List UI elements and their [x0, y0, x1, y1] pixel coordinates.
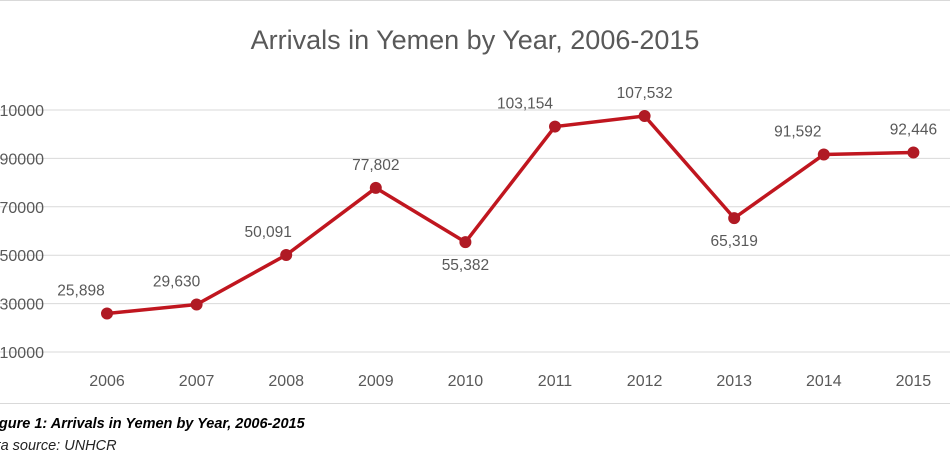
x-tick-label: 2013 [716, 373, 752, 390]
data-source: Data source: UNHCR [0, 438, 950, 454]
data-label: 50,091 [244, 224, 291, 241]
data-label: 65,319 [710, 233, 757, 250]
x-tick-label: 2015 [896, 373, 932, 390]
data-point [728, 212, 741, 225]
series-line [106, 114, 914, 316]
chart-title: Arrivals in Yemen by Year, 2006-2015 [251, 25, 700, 55]
data-point [549, 120, 561, 133]
x-tick-label: 2014 [806, 373, 842, 390]
figure-caption-text: Figure 1: Arrivals in Yemen by Year, 200… [0, 416, 305, 432]
x-tick-label: 2007 [179, 373, 215, 390]
y-tick-label: 10000 [0, 345, 44, 362]
data-label: 91,592 [774, 124, 821, 141]
y-tick-label: 110000 [0, 103, 44, 120]
data-label: 25,898 [57, 283, 104, 300]
data-point [369, 181, 382, 194]
data-point [459, 236, 472, 249]
data-label: 107,532 [617, 85, 673, 102]
x-tick-label: 2009 [358, 373, 394, 390]
line-chart: 10000 30000 50000 70000 90000 110000 2006 2007… [0, 25, 950, 390]
data-point [817, 148, 830, 161]
y-tick-label: 90000 [0, 151, 44, 168]
chart-frame: 10000 30000 50000 70000 90000 110000 2006 2007… [0, 0, 950, 404]
x-tick-label: 2011 [538, 373, 573, 390]
data-source-text: Data source: UNHCR [0, 438, 117, 454]
y-tick-label: 50000 [0, 248, 44, 265]
y-tick-label: 30000 [0, 297, 44, 314]
data-point [190, 298, 203, 311]
x-tick-label: 2006 [89, 373, 125, 390]
x-tick-label: 2012 [627, 373, 663, 390]
data-point [638, 109, 651, 122]
data-point [907, 146, 920, 159]
x-tick-label: 2008 [268, 373, 304, 390]
data-point [101, 307, 113, 320]
data-label: 92,446 [890, 121, 937, 138]
figure-caption: Figure 1: Arrivals in Yemen by Year, 200… [0, 416, 950, 432]
data-label: 55,382 [442, 257, 489, 274]
data-label: 77,802 [352, 157, 399, 174]
y-tick-label: 70000 [0, 200, 44, 217]
data-point [280, 248, 293, 261]
x-tick-label: 2010 [448, 373, 484, 390]
data-label: 29,630 [153, 273, 201, 290]
data-label: 103,154 [497, 96, 553, 113]
